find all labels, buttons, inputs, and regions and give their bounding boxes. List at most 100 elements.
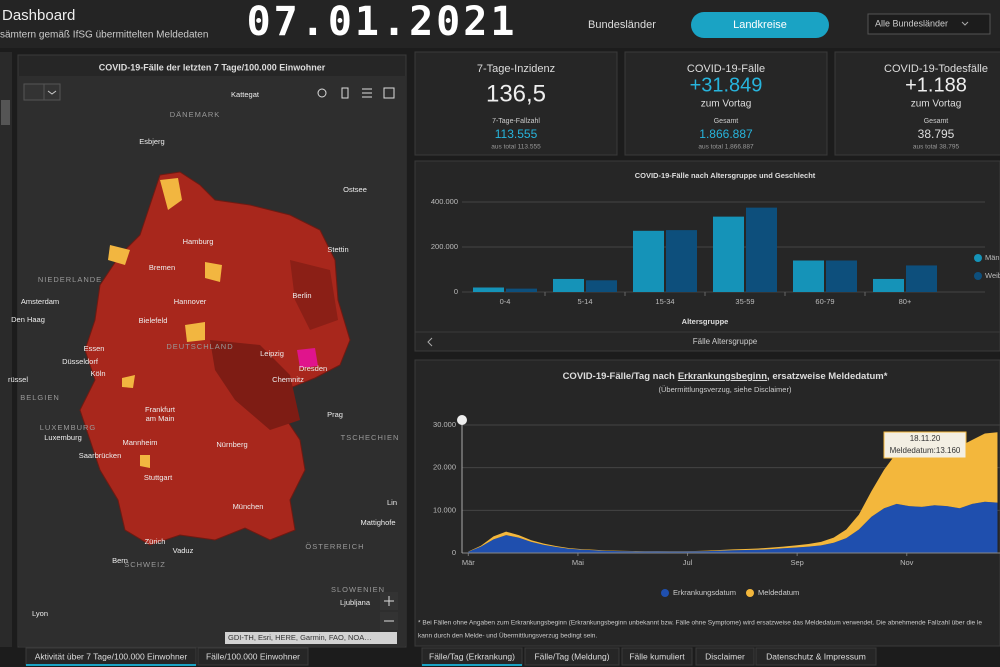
tooltip-label: Meldedatum:13.160 — [890, 446, 961, 455]
bar — [473, 287, 504, 292]
tab[interactable] — [197, 647, 309, 666]
map-shapes — [79, 171, 351, 546]
attribution: GDI-TH, Esri, HERE, Garmin, FAO, NOA… — [228, 633, 372, 642]
region-low — [108, 245, 130, 265]
kpi-detail-label: 7-Tage-Fallzahl — [492, 118, 540, 125]
tab-label[interactable]: Fälle/Tag (Erkrankung) — [429, 651, 515, 661]
map-label: Bremen — [149, 263, 175, 272]
dropdown[interactable] — [867, 13, 991, 35]
list-icon[interactable] — [362, 88, 372, 98]
map-label: Nürnberg — [216, 440, 247, 449]
app-title: Dashboard — [2, 7, 75, 24]
y-tick-label: 200.000 — [431, 242, 458, 251]
bookmark-icon[interactable] — [341, 87, 349, 99]
tab[interactable] — [755, 647, 877, 666]
map-label: Frankfurt — [145, 405, 176, 414]
app-subtitle: sämtern gemäß IfSG übermittelten Meldeda… — [0, 30, 208, 41]
region-dark — [210, 340, 300, 430]
tooltip-box — [883, 431, 967, 459]
map-label: SLOWENIEN — [331, 585, 385, 594]
tooltip-date: 18.11.20 — [910, 434, 941, 443]
region-high — [297, 348, 318, 368]
grid-icon[interactable] — [383, 87, 395, 99]
legend-label: Män — [985, 253, 1000, 262]
y-tick-label: 30.000 — [433, 420, 456, 429]
x-tick-label: Jul — [683, 558, 693, 567]
kpi-title: COVID-19-Fälle — [687, 63, 765, 75]
kpi-detail-label: Gesamt — [924, 118, 949, 125]
legend-swatch — [661, 589, 669, 597]
map-label: Köln — [90, 369, 105, 378]
dropdown-text[interactable]: Alle Bundesländer — [875, 18, 948, 28]
map-label: Hamburg — [183, 237, 214, 246]
map-tool[interactable] — [23, 83, 45, 101]
bar — [506, 288, 537, 292]
timeline-title: COVID-19-Fälle/Tag nach Erkrankungsbeginn… — [563, 371, 888, 382]
footnote: * Bei Fällen ohne Angaben zum Erkrankung… — [418, 620, 982, 627]
map-label: München — [233, 502, 264, 511]
tab-label[interactable]: Datenschutz & Impressum — [766, 651, 866, 661]
map-label: DÄNEMARK — [170, 110, 221, 119]
age-x-label: Altersgruppe — [682, 317, 729, 326]
kpi-note: zum Vortag — [701, 99, 752, 110]
legend-label: Erkrankungsdatum — [673, 588, 736, 597]
map-label: Stettin — [327, 245, 348, 254]
button[interactable]: Bundesländer — [588, 19, 656, 31]
age-footer: Fälle Altersgruppe — [693, 337, 758, 346]
x-tick-label: Nov — [900, 558, 914, 567]
map-label: DEUTSCHLAND — [166, 342, 233, 351]
map-label: Bielefeld — [139, 316, 168, 325]
bar — [713, 216, 744, 292]
x-tick-label: 35-59 — [735, 297, 754, 306]
map-label: Hannover — [174, 297, 207, 306]
bar — [666, 230, 697, 292]
legend-swatch — [746, 589, 754, 597]
age-title: COVID-19-Fälle nach Altersgruppe und Ges… — [635, 171, 816, 180]
region-low — [205, 262, 222, 282]
tab[interactable] — [621, 647, 693, 666]
kpi-detail-total: aus total 1.866.887 — [698, 144, 754, 151]
search-icon[interactable] — [317, 88, 327, 98]
tab[interactable] — [524, 647, 620, 666]
title-link[interactable]: Erkrankungsbeginn — [678, 371, 767, 382]
region-low — [122, 375, 135, 388]
kpi-detail-total: aus total 38.795 — [913, 144, 960, 151]
x-tick-label: 5-14 — [577, 297, 592, 306]
tab-label[interactable]: Fälle/100.000 Einwohner — [206, 651, 300, 661]
tab-label[interactable]: Fälle kumuliert — [629, 651, 685, 661]
map-label: Dresden — [299, 364, 327, 373]
map-tool[interactable] — [43, 83, 61, 101]
map-label: Zürich — [145, 537, 166, 546]
kpi-card — [414, 51, 618, 156]
tab-label[interactable]: Fälle/Tag (Meldung) — [534, 651, 609, 661]
map-label: Düsseldorf — [62, 357, 99, 366]
tab-label[interactable]: Aktivität über 7 Tage/100.000 Einwohner — [35, 651, 188, 661]
attribution-bg — [225, 632, 397, 644]
scrubber-handle[interactable] — [457, 415, 467, 425]
map-label: LUXEMBURG — [40, 423, 97, 432]
map-label: Ljubljana — [340, 598, 371, 607]
kpi-value: +1.188 — [905, 74, 967, 96]
map-label: Amsterdam — [21, 297, 59, 306]
kpi-detail-label: Gesamt — [714, 118, 739, 125]
kpi-detail-value: 1.866.887 — [699, 127, 753, 141]
bar — [826, 260, 857, 292]
kpi-card — [624, 51, 828, 156]
tab[interactable] — [695, 647, 755, 666]
x-tick-label: 0-4 — [500, 297, 511, 306]
y-tick-label: 0 — [454, 287, 458, 296]
zoom-in-icon — [384, 596, 394, 606]
scroll-thumb[interactable] — [1, 100, 10, 125]
tab-label[interactable]: Disclaimer — [705, 651, 745, 661]
collapse-arrow[interactable] — [427, 337, 433, 347]
map-label: ÖSTERREICH — [305, 542, 364, 551]
map-label: Leipzig — [260, 349, 284, 358]
button-bg[interactable] — [691, 12, 829, 38]
x-tick-label: 80+ — [899, 297, 912, 306]
map-labels: Kattegat DÄNEMARK Esbjerg Ostsee Hamburg Stet… — [8, 90, 398, 618]
legend-label: Meldedatum — [758, 588, 799, 597]
y-tick-label: 400.000 — [431, 197, 458, 206]
kpi-value: +31.849 — [690, 74, 763, 96]
button[interactable]: Landkreise — [733, 19, 787, 31]
